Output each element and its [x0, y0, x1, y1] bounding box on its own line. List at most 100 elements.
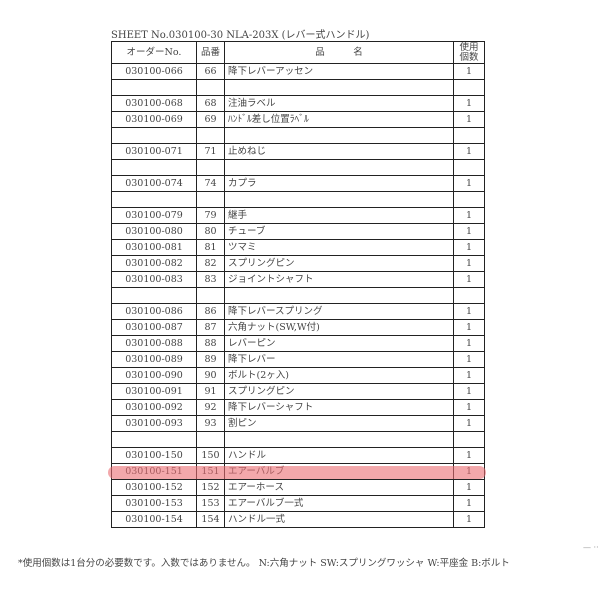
part-number-cell: [196, 159, 225, 176]
part-name-cell: 継手: [224, 207, 454, 224]
part-name-cell: エアーバルブ一式: [224, 495, 454, 512]
part-number-cell: 92: [196, 399, 225, 416]
part-number-cell: 82: [196, 255, 225, 272]
table-row: 030100-152 152 エアーホース 1: [111, 479, 485, 496]
parts-table: オーダーNo. 品番 品 名 使用個数 030100-066 66 降下レバーアッセ…: [111, 41, 485, 528]
order-no-cell: 030100-080: [111, 223, 197, 240]
quantity-cell: [453, 287, 485, 304]
part-number-cell: 86: [196, 303, 225, 320]
table-row: [111, 127, 485, 144]
order-no-cell: 030100-082: [111, 255, 197, 272]
table-row: 030100-086 86 降下レバースプリング 1: [111, 303, 485, 320]
order-no-cell: 030100-092: [111, 399, 197, 416]
order-no-cell: 030100-091: [111, 383, 197, 400]
part-name-cell: 降下レバー: [224, 351, 454, 368]
part-number-cell: 89: [196, 351, 225, 368]
part-name-cell: ツマミ: [224, 239, 454, 256]
part-number-cell: [196, 191, 225, 208]
part-number-cell: 150: [196, 447, 225, 464]
order-no-cell: [111, 159, 197, 176]
part-name-cell: 注油ラベル: [224, 95, 454, 112]
quantity-cell: [453, 127, 485, 144]
table-row: 030100-154 154 ハンドル一式 1: [111, 511, 485, 528]
part-name-cell: [224, 79, 454, 96]
order-no-cell: 030100-079: [111, 207, 197, 224]
part-name-cell: スプリングピン: [224, 255, 454, 272]
quantity-cell: 1: [453, 479, 485, 496]
table-row: 030100-069 69 ﾊﾝﾄﾞﾙ差し位置ﾗﾍﾞﾙ 1: [111, 111, 485, 128]
part-number-cell: [196, 79, 225, 96]
part-number-cell: 91: [196, 383, 225, 400]
table-row: 030100-080 80 チューブ 1: [111, 223, 485, 240]
quantity-cell: 1: [453, 95, 485, 112]
part-name-cell: ボルト(2ヶ入): [224, 367, 454, 384]
part-name-cell: レバーピン: [224, 335, 454, 352]
order-no-cell: [111, 287, 197, 304]
quantity-cell: 1: [453, 495, 485, 512]
part-name-cell: エアーホース: [224, 479, 454, 496]
part-name-cell: 割ピン: [224, 415, 454, 432]
order-no-cell: 030100-150: [111, 447, 197, 464]
part-name-cell: [224, 127, 454, 144]
table-row: 030100-074 74 カプラ 1: [111, 175, 485, 192]
quantity-cell: 1: [453, 223, 485, 240]
order-no-cell: 030100-081: [111, 239, 197, 256]
order-no-cell: 030100-069: [111, 111, 197, 128]
order-no-cell: 030100-087: [111, 319, 197, 336]
order-no-cell: 030100-071: [111, 143, 197, 160]
header-part-name: 品 名: [224, 41, 454, 64]
order-no-cell: [111, 431, 197, 448]
order-no-cell: 030100-090: [111, 367, 197, 384]
part-name-cell: 降下レバースプリング: [224, 303, 454, 320]
quantity-cell: 1: [453, 271, 485, 288]
table-row: 030100-071 71 止めねじ 1: [111, 143, 485, 160]
quantity-cell: 1: [453, 255, 485, 272]
quantity-cell: 1: [453, 447, 485, 464]
part-number-cell: 90: [196, 367, 225, 384]
part-number-cell: 74: [196, 175, 225, 192]
part-name-cell: チューブ: [224, 223, 454, 240]
quantity-cell: [453, 159, 485, 176]
table-row-highlighted: 030100-151 151 エアーバルブ 1: [111, 463, 485, 480]
order-no-cell: 030100-154: [111, 511, 197, 528]
part-name-cell: [224, 431, 454, 448]
quantity-cell: 1: [453, 415, 485, 432]
quantity-cell: 1: [453, 303, 485, 320]
quantity-cell: 1: [453, 335, 485, 352]
footnote: *使用個数は1台分の必要数です。入数ではありません。 N:六角ナット SW:スプ…: [18, 558, 510, 569]
part-name-cell: スプリングピン: [224, 383, 454, 400]
part-number-cell: 87: [196, 319, 225, 336]
order-no-cell: 030100-086: [111, 303, 197, 320]
part-number-cell: 93: [196, 415, 225, 432]
quantity-cell: 1: [453, 383, 485, 400]
order-no-cell: [111, 127, 197, 144]
order-no-cell: 030100-152: [111, 479, 197, 496]
table-row: 030100-088 88 レバーピン 1: [111, 335, 485, 352]
quantity-cell: 1: [453, 111, 485, 128]
part-name-cell: [224, 287, 454, 304]
table-row: [111, 287, 485, 304]
part-number-cell: 81: [196, 239, 225, 256]
part-number-cell: 152: [196, 479, 225, 496]
part-number-cell: 66: [196, 63, 225, 80]
table-row: [111, 191, 485, 208]
table-row: 030100-082 82 スプリングピン 1: [111, 255, 485, 272]
quantity-cell: 1: [453, 175, 485, 192]
header-quantity: 使用個数: [453, 41, 485, 64]
part-name-cell: [224, 159, 454, 176]
part-number-cell: 69: [196, 111, 225, 128]
table-row: [111, 79, 485, 96]
part-name-cell: エアーバルブ: [224, 463, 454, 480]
order-no-cell: 030100-066: [111, 63, 197, 80]
table-row: 030100-089 89 降下レバー 1: [111, 351, 485, 368]
order-no-cell: 030100-151: [111, 463, 197, 480]
order-no-cell: [111, 191, 197, 208]
table-header: オーダーNo. 品番 品 名 使用個数: [111, 41, 485, 64]
quantity-cell: 1: [453, 143, 485, 160]
part-name-cell: 降下レバーアッセン: [224, 63, 454, 80]
quantity-cell: [453, 79, 485, 96]
part-number-cell: [196, 287, 225, 304]
order-no-cell: 030100-068: [111, 95, 197, 112]
table-row: [111, 159, 485, 176]
table-row: 030100-083 83 ジョイントシャフト 1: [111, 271, 485, 288]
